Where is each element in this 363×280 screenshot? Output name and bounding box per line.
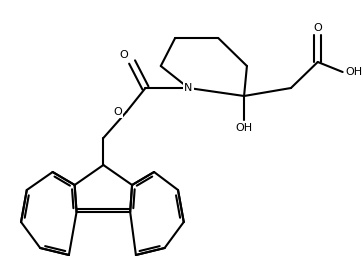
Text: O: O [119, 50, 128, 60]
Text: O: O [114, 107, 122, 117]
Text: O: O [313, 23, 322, 33]
Text: OH: OH [236, 123, 253, 133]
Text: N: N [184, 83, 193, 93]
Text: OH: OH [346, 67, 363, 77]
